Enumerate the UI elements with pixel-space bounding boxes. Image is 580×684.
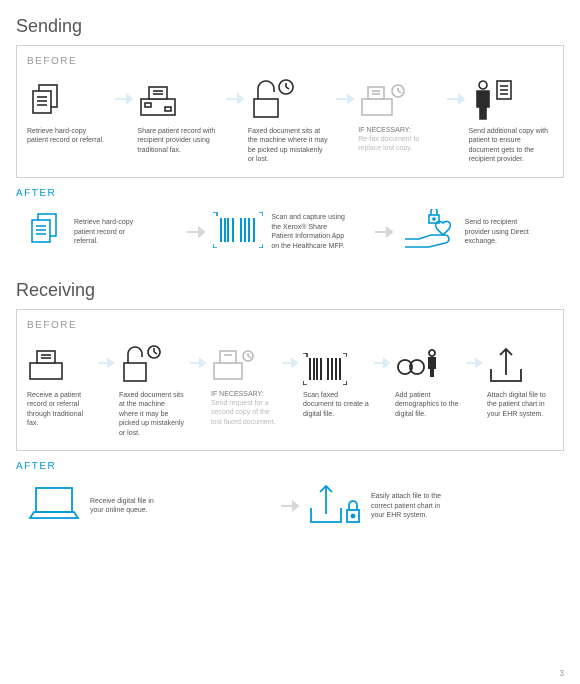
sending-after-flow: Retrieve hard-copy patient record or ref… <box>16 205 564 266</box>
document-stack-blue-icon <box>26 210 66 255</box>
receiving-title: Receiving <box>16 280 564 301</box>
step: Easily attach file to the correct patien… <box>307 482 554 531</box>
caption: Add patient demographics to the digital … <box>395 391 461 419</box>
sending-before-label: BEFORE <box>27 56 553 67</box>
step: Faxed document sits at the machine where… <box>119 341 185 438</box>
caption: Scan faxed document to create a digital … <box>303 391 369 419</box>
caption: Scan and capture using the Xerox® Share … <box>271 213 346 251</box>
caption: Receive a patient record or referral thr… <box>27 391 93 429</box>
link-person-icon <box>395 341 439 385</box>
caption: Faxed document sits at the machine where… <box>119 391 185 438</box>
step: Share patient record with recipient prov… <box>137 77 221 155</box>
step: Scan faxed document to create a digital … <box>303 341 369 419</box>
caption: Re-fax document to replace lost copy. <box>358 135 440 154</box>
step: Send to recipient provider using Direct … <box>401 209 554 256</box>
fax-machine-icon <box>27 341 67 385</box>
fax-machine-clock-icon <box>358 77 406 121</box>
document-stack-icon <box>27 77 67 121</box>
fax-machine-icon <box>137 77 181 121</box>
step: Attach digital file to the patient chart… <box>487 341 553 419</box>
step: Add patient demographics to the digital … <box>395 341 461 419</box>
arrow-icon <box>115 77 133 121</box>
sending-before-box: BEFORE Retrieve hard-copy patient record… <box>16 45 564 178</box>
step: Retrieve hard-copy patient record or ref… <box>26 210 179 255</box>
page-number: 3 <box>560 669 564 678</box>
caption: Share patient record with recipient prov… <box>137 127 219 155</box>
step: Retrieve hard-copy patient record or ref… <box>27 77 111 146</box>
open-lock-clock-icon <box>248 77 296 121</box>
barcode-blue-icon <box>213 212 263 253</box>
arrow-icon <box>281 341 299 385</box>
arrow-icon <box>226 77 244 121</box>
sending-after-label: AFTER <box>16 188 564 199</box>
receiving-before-box: BEFORE Receive a patient record or refer… <box>16 309 564 451</box>
sending-before-flow: Retrieve hard-copy patient record or ref… <box>27 77 553 165</box>
arrow-icon <box>375 210 393 254</box>
receiving-before-flow: Receive a patient record or referral thr… <box>27 341 553 438</box>
receiving-after-flow: Receive digital file in your online queu… <box>16 478 564 541</box>
receiving-after-label: AFTER <box>16 461 564 472</box>
step: IF NECESSARY: Send request for a second … <box>211 341 277 427</box>
person-doc-icon <box>469 77 515 121</box>
laptop-blue-icon <box>26 484 82 529</box>
step: IF NECESSARY: Re-fax document to replace… <box>358 77 442 154</box>
caption: Attach digital file to the patient chart… <box>487 391 553 419</box>
step: Faxed document sits at the machine where… <box>248 77 332 165</box>
caption: Easily attach file to the correct patien… <box>371 492 446 520</box>
caption: Faxed document sits at the machine where… <box>248 127 330 165</box>
caption-head: IF NECESSARY: <box>211 391 264 398</box>
caption: Send additional copy with patient to ens… <box>469 127 551 165</box>
upload-tray-icon <box>487 341 525 385</box>
step: Scan and capture using the Xerox® Share … <box>213 212 366 253</box>
arrow-icon <box>187 210 205 254</box>
step: Receive digital file in your online queu… <box>26 484 273 529</box>
barcode-icon <box>303 341 347 385</box>
caption-head: IF NECESSARY: <box>358 127 411 134</box>
arrow-icon <box>97 341 115 385</box>
step: Send additional copy with patient to ens… <box>469 77 553 165</box>
sending-title: Sending <box>16 16 564 37</box>
caption: Send request for a second copy of the lo… <box>211 399 277 427</box>
arrow-icon <box>447 77 465 121</box>
arrow-icon <box>373 341 391 385</box>
upload-lock-blue-icon <box>307 482 363 531</box>
fax-machine-clock-icon <box>211 341 255 385</box>
arrow-icon <box>336 77 354 121</box>
caption: Retrieve hard-copy patient record or ref… <box>74 218 149 246</box>
open-lock-clock-icon <box>119 341 163 385</box>
caption: Retrieve hard-copy patient record or ref… <box>27 127 109 146</box>
arrow-icon <box>281 484 299 528</box>
arrow-icon <box>189 341 207 385</box>
arrow-icon <box>465 341 483 385</box>
caption: Send to recipient provider using Direct … <box>465 218 540 246</box>
hand-heart-lock-icon <box>401 209 457 256</box>
receiving-before-label: BEFORE <box>27 320 553 331</box>
step: Receive a patient record or referral thr… <box>27 341 93 429</box>
caption: Receive digital file in your online queu… <box>90 497 165 516</box>
